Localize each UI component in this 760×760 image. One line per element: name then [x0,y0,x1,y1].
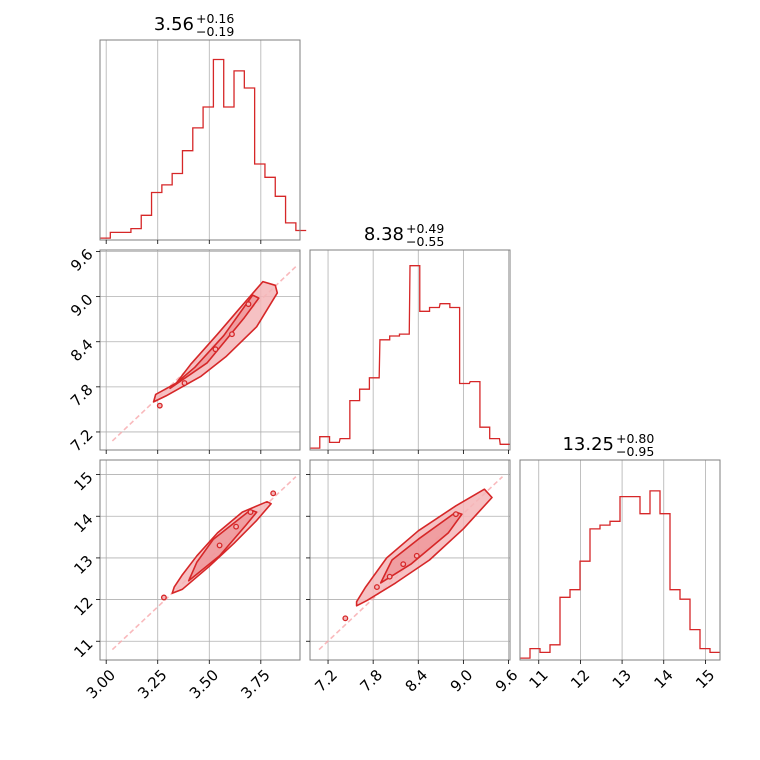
x-tick-label-p1: 8.4 [402,666,432,696]
sample-island [156,402,163,409]
panel-frame [99,39,301,241]
hist-step-p1 [310,265,510,449]
hist-panel-p2 [519,459,721,664]
panel-frame [99,249,301,451]
hist-step-p0 [100,58,307,239]
y-tick-label-p2: 12 [70,593,96,619]
x-tick-label-p1: 9.6 [492,666,522,696]
panel-frame [309,249,511,451]
sample-island [400,561,407,568]
contour-inner [379,511,463,584]
x-tick-label-p0: 3.25 [134,666,170,702]
x-tick-label-p2: 12 [567,666,593,692]
title-median: 13.25 [562,434,614,455]
title-minus: −0.95 [616,444,654,459]
y-tick-label-p1: 9.0 [67,290,97,320]
sample-island [386,573,393,580]
x-tick-label-p1: 9.0 [447,666,477,696]
y-tick-label-p2: 14 [70,510,96,536]
y-tick-label-p1: 8.4 [67,336,97,366]
pair-panel-p0-p2 [96,459,301,664]
sample-island [245,301,252,308]
title-plus: +0.49 [406,221,444,236]
title-plus: +0.16 [196,11,234,26]
panel-frame [99,459,301,661]
sample-island [247,509,254,516]
title-median: 3.56 [154,14,194,35]
x-tick-label-p2: 14 [650,666,676,692]
hist-step-p2 [520,490,720,659]
title-p1: 8.38 +0.49−0.55 [364,221,444,249]
contour-inner [169,294,260,390]
x-tick-label-p0: 3.00 [83,666,119,702]
sample-island [373,584,380,591]
contour-inner [187,509,258,582]
y-tick-label-p1: 7.2 [67,426,97,456]
y-tick-label-p2: 13 [70,552,96,578]
sample-island [233,523,240,530]
y-tick-label-p2: 11 [70,635,96,661]
pair-panel-p1-p2 [306,459,511,664]
sample-island [452,511,459,518]
x-tick-label-p1: 7.2 [311,666,341,696]
title-minus: −0.19 [196,24,234,39]
title-plus: +0.80 [616,431,654,446]
title-p2: 13.25 +0.80−0.95 [562,431,654,459]
x-tick-label-p2: 11 [525,666,551,692]
x-tick-label-p0: 3.50 [186,666,222,702]
hist-panel-p1 [309,249,511,454]
sample-island [229,331,235,338]
sample-island [160,594,167,601]
sample-island [270,490,277,497]
sample-island [216,542,223,549]
pair-panel-p0-p1 [96,249,301,454]
sample-island [181,380,188,387]
y-tick-label-p2: 15 [70,468,96,494]
title-p0: 3.56 +0.16−0.19 [154,11,234,39]
panel-frame [309,459,511,661]
title-median: 8.38 [364,224,404,245]
y-tick-label-p1: 9.6 [67,245,97,275]
hist-panel-p0 [99,39,307,244]
y-tick-label-p1: 7.8 [67,381,97,411]
panel-frame [519,459,721,661]
x-tick-label-p2: 15 [692,666,718,692]
sample-island [212,346,219,353]
x-tick-label-p1: 7.8 [356,666,386,696]
sample-island [342,615,349,622]
x-tick-label-p2: 13 [609,666,635,692]
title-minus: −0.55 [406,234,444,249]
x-tick-label-p0: 3.75 [237,666,273,702]
sample-island [413,552,420,559]
